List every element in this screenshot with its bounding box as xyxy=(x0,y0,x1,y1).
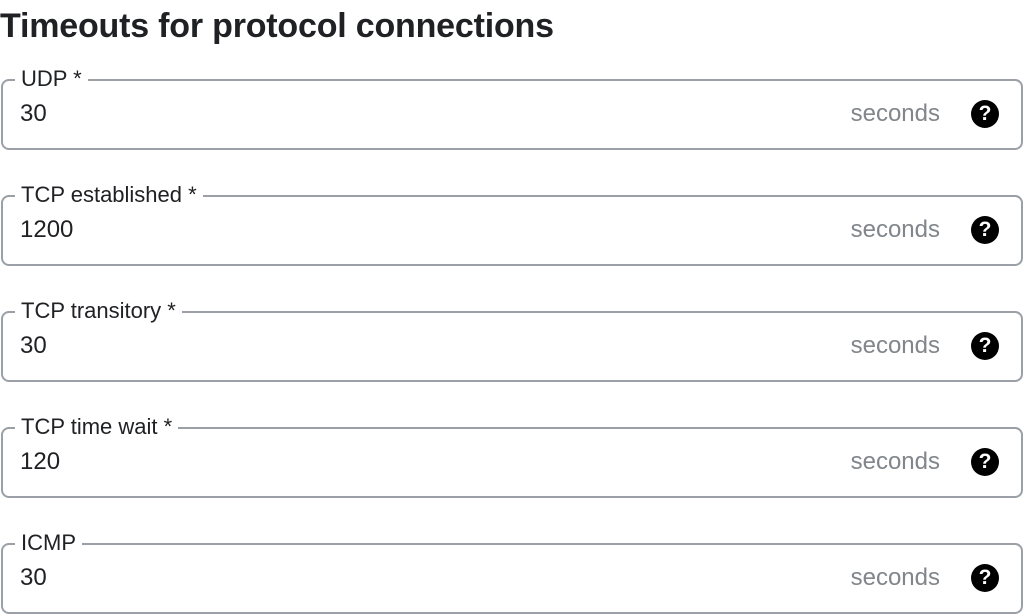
udp-timeout-input[interactable] xyxy=(20,95,800,133)
icmp-timeout-field: ICMP seconds ? xyxy=(1,529,1023,614)
tcp-transitory-timeout-unit: seconds xyxy=(850,332,940,359)
tcp-time-wait-timeout-field: TCP time wait * seconds ? xyxy=(1,413,1023,498)
help-icon[interactable]: ? xyxy=(971,448,999,476)
help-icon[interactable]: ? xyxy=(971,100,999,128)
tcp-transitory-timeout-input[interactable] xyxy=(20,327,800,365)
udp-timeout-label: UDP * xyxy=(15,65,88,93)
udp-timeout-field: UDP * seconds ? xyxy=(1,65,1023,150)
tcp-established-timeout-input[interactable] xyxy=(20,211,800,249)
tcp-established-timeout-unit: seconds xyxy=(850,216,940,243)
tcp-established-timeout-label: TCP established * xyxy=(15,181,203,209)
tcp-time-wait-timeout-unit: seconds xyxy=(850,448,940,475)
icmp-timeout-input[interactable] xyxy=(20,559,800,597)
tcp-established-timeout-field: TCP established * seconds ? xyxy=(1,181,1023,266)
tcp-time-wait-timeout-label: TCP time wait * xyxy=(15,413,179,441)
icmp-timeout-label: ICMP xyxy=(15,529,82,557)
help-icon[interactable]: ? xyxy=(971,332,999,360)
udp-timeout-unit: seconds xyxy=(850,100,940,127)
section-title: Timeouts for protocol connections xyxy=(0,7,554,45)
tcp-time-wait-timeout-input[interactable] xyxy=(20,443,800,481)
help-icon[interactable]: ? xyxy=(971,564,999,592)
help-icon[interactable]: ? xyxy=(971,216,999,244)
icmp-timeout-unit: seconds xyxy=(850,564,940,591)
tcp-transitory-timeout-field: TCP transitory * seconds ? xyxy=(1,297,1023,382)
tcp-transitory-timeout-label: TCP transitory * xyxy=(15,297,182,325)
